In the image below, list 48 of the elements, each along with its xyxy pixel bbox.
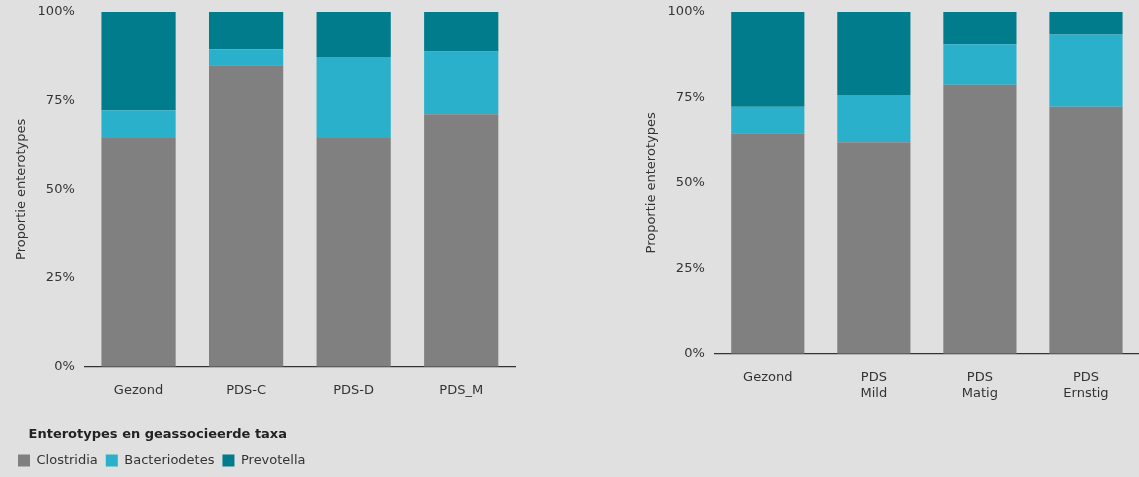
x-tick-label: PDS-D	[333, 381, 375, 397]
y-tick-label: 100%	[667, 3, 705, 19]
bar	[1049, 34, 1123, 107]
y-tick-label: 75%	[675, 88, 705, 104]
y-tick-label: 25%	[675, 259, 705, 275]
bar	[209, 12, 284, 50]
x-tick-label: PDS-C	[226, 381, 267, 397]
bar	[424, 114, 499, 367]
bar	[1049, 106, 1123, 354]
y-tick-label: 100%	[37, 3, 75, 19]
legend-label: Prevotella	[240, 451, 306, 467]
bar	[101, 12, 176, 111]
bar	[424, 51, 499, 115]
bar	[837, 142, 911, 354]
bar	[316, 137, 391, 367]
bar	[943, 44, 1017, 85]
bar	[731, 12, 805, 107]
legend-label: Bacteriodetes	[124, 451, 215, 467]
bar	[731, 106, 805, 134]
x-tick-label: Gezond	[113, 381, 164, 397]
x-tick-label: Gezond	[743, 368, 793, 384]
legend-title: Enterotypes en geassocieerde taxa	[28, 426, 288, 442]
bar	[943, 84, 1017, 354]
legend-label: Clostridia	[36, 451, 98, 467]
bar	[209, 49, 284, 66]
x-tick-label: PDS Ernstig	[1063, 368, 1109, 400]
y-tick-label: 75%	[45, 92, 75, 108]
bar	[101, 110, 176, 138]
y-tick-label: 50%	[45, 180, 75, 196]
y-axis-title: Proportie enterotypes	[13, 118, 29, 260]
bar	[943, 12, 1017, 45]
y-tick-label: 25%	[45, 269, 75, 285]
bar	[101, 137, 176, 367]
bar	[731, 133, 805, 354]
bar	[424, 12, 499, 52]
y-tick-label: 0%	[684, 345, 705, 361]
y-axis-title: Proportie enterotypes	[643, 112, 659, 254]
x-tick-label: PDS Mild	[860, 368, 888, 400]
bar	[209, 65, 284, 367]
x-tick-label: PDS Matig	[961, 368, 998, 400]
bar	[316, 57, 391, 138]
bar	[837, 12, 911, 96]
y-tick-label: 50%	[675, 174, 705, 190]
x-tick-label: PDS_M	[439, 381, 484, 397]
bar	[1049, 12, 1123, 35]
bar	[837, 95, 911, 143]
bar	[316, 12, 391, 58]
y-tick-label: 0%	[54, 358, 75, 374]
